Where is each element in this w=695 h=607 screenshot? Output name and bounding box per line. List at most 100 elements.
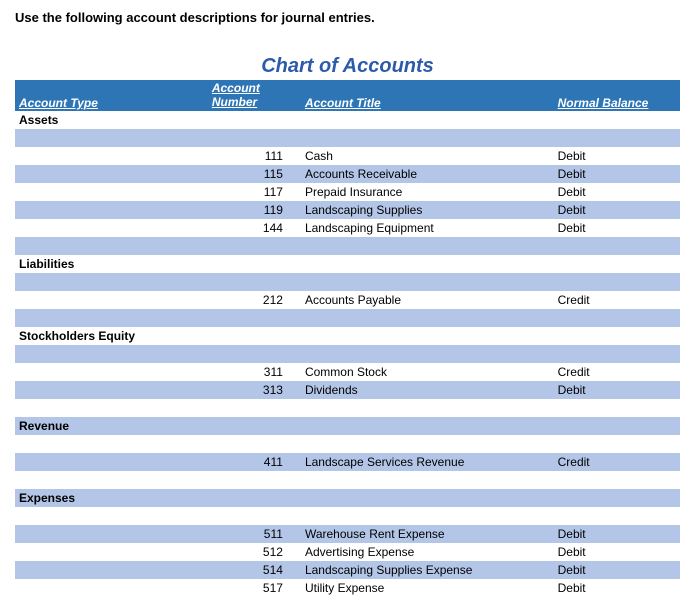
table-row: 411Landscape Services RevenueCredit xyxy=(15,453,680,471)
section-row: Assets xyxy=(15,111,680,129)
normal-balance xyxy=(554,435,680,453)
section-name: Stockholders Equity xyxy=(15,327,208,345)
chart-title: Chart of Accounts xyxy=(15,55,680,78)
table-row: 512Advertising ExpenseDebit xyxy=(15,543,680,561)
section-name: Assets xyxy=(15,111,208,129)
blank-cell xyxy=(15,309,208,327)
account-title: Landscaping Equipment xyxy=(301,219,554,237)
table-row: 311Common StockCredit xyxy=(15,363,680,381)
section-row: Expenses xyxy=(15,489,680,507)
table-row xyxy=(15,345,680,363)
blank-cell xyxy=(554,417,680,435)
normal-balance: Debit xyxy=(554,183,680,201)
blank-cell xyxy=(554,489,680,507)
table-row: 119Landscaping SuppliesDebit xyxy=(15,201,680,219)
normal-balance: Debit xyxy=(554,165,680,183)
normal-balance: Debit xyxy=(554,219,680,237)
blank-cell xyxy=(301,111,554,129)
normal-balance: Debit xyxy=(554,561,680,579)
account-title xyxy=(301,345,554,363)
blank-cell xyxy=(554,255,680,273)
account-number: 313 xyxy=(208,381,301,399)
account-title xyxy=(301,507,554,525)
account-number: 514 xyxy=(208,561,301,579)
normal-balance: Debit xyxy=(554,381,680,399)
blank-cell xyxy=(208,471,301,489)
account-number: 512 xyxy=(208,543,301,561)
account-number: 117 xyxy=(208,183,301,201)
header-account-number-line1: Account xyxy=(212,81,260,95)
account-title: Advertising Expense xyxy=(301,543,554,561)
account-title: Warehouse Rent Expense xyxy=(301,525,554,543)
blank-cell xyxy=(301,309,554,327)
account-title: Landscape Services Revenue xyxy=(301,453,554,471)
chart-of-accounts-table: Account Type Account Number Account Titl… xyxy=(15,80,680,597)
blank-cell xyxy=(301,489,554,507)
section-name: Liabilities xyxy=(15,255,208,273)
section-name: Expenses xyxy=(15,489,208,507)
normal-balance: Debit xyxy=(554,525,680,543)
account-number xyxy=(208,345,301,363)
blank-cell xyxy=(208,309,301,327)
blank-cell xyxy=(15,129,208,147)
blank-cell xyxy=(15,345,208,363)
section-row: Stockholders Equity xyxy=(15,327,680,345)
blank-cell xyxy=(15,165,208,183)
blank-cell xyxy=(208,417,301,435)
blank-cell xyxy=(15,381,208,399)
table-body: Assets111CashDebit115Accounts Receivable… xyxy=(15,111,680,597)
normal-balance xyxy=(554,345,680,363)
blank-row xyxy=(15,399,680,417)
blank-cell xyxy=(301,471,554,489)
section-name: Revenue xyxy=(15,417,208,435)
blank-cell xyxy=(554,471,680,489)
account-number xyxy=(208,435,301,453)
table-row xyxy=(15,507,680,525)
blank-cell xyxy=(15,237,208,255)
blank-cell xyxy=(15,507,208,525)
blank-cell xyxy=(208,237,301,255)
blank-cell xyxy=(15,525,208,543)
table-row: 514Landscaping Supplies ExpenseDebit xyxy=(15,561,680,579)
header-account-type: Account Type xyxy=(15,80,208,111)
blank-row xyxy=(15,237,680,255)
account-number: 517 xyxy=(208,579,301,597)
account-title xyxy=(301,273,554,291)
normal-balance: Credit xyxy=(554,291,680,309)
normal-balance: Credit xyxy=(554,453,680,471)
blank-cell xyxy=(301,399,554,417)
table-row xyxy=(15,435,680,453)
normal-balance: Debit xyxy=(554,201,680,219)
account-number: 212 xyxy=(208,291,301,309)
header-normal-balance: Normal Balance xyxy=(554,80,680,111)
account-title: Dividends xyxy=(301,381,554,399)
blank-row xyxy=(15,471,680,489)
normal-balance: Debit xyxy=(554,579,680,597)
blank-cell xyxy=(208,111,301,129)
table-row: 511Warehouse Rent ExpenseDebit xyxy=(15,525,680,543)
account-number xyxy=(208,273,301,291)
normal-balance: Credit xyxy=(554,363,680,381)
table-row: 144Landscaping EquipmentDebit xyxy=(15,219,680,237)
account-number: 144 xyxy=(208,219,301,237)
blank-cell xyxy=(15,291,208,309)
instruction-text: Use the following account descriptions f… xyxy=(15,10,680,25)
account-title xyxy=(301,129,554,147)
table-row: 517Utility ExpenseDebit xyxy=(15,579,680,597)
blank-cell xyxy=(15,363,208,381)
blank-cell xyxy=(15,273,208,291)
blank-cell xyxy=(208,327,301,345)
blank-cell xyxy=(301,237,554,255)
blank-cell xyxy=(15,201,208,219)
account-title: Common Stock xyxy=(301,363,554,381)
normal-balance: Debit xyxy=(554,543,680,561)
header-account-number-line2: Number xyxy=(212,95,257,109)
blank-cell xyxy=(15,543,208,561)
blank-cell xyxy=(554,399,680,417)
table-row xyxy=(15,273,680,291)
table-row xyxy=(15,129,680,147)
section-row: Liabilities xyxy=(15,255,680,273)
normal-balance xyxy=(554,507,680,525)
blank-cell xyxy=(301,417,554,435)
account-title: Cash xyxy=(301,147,554,165)
